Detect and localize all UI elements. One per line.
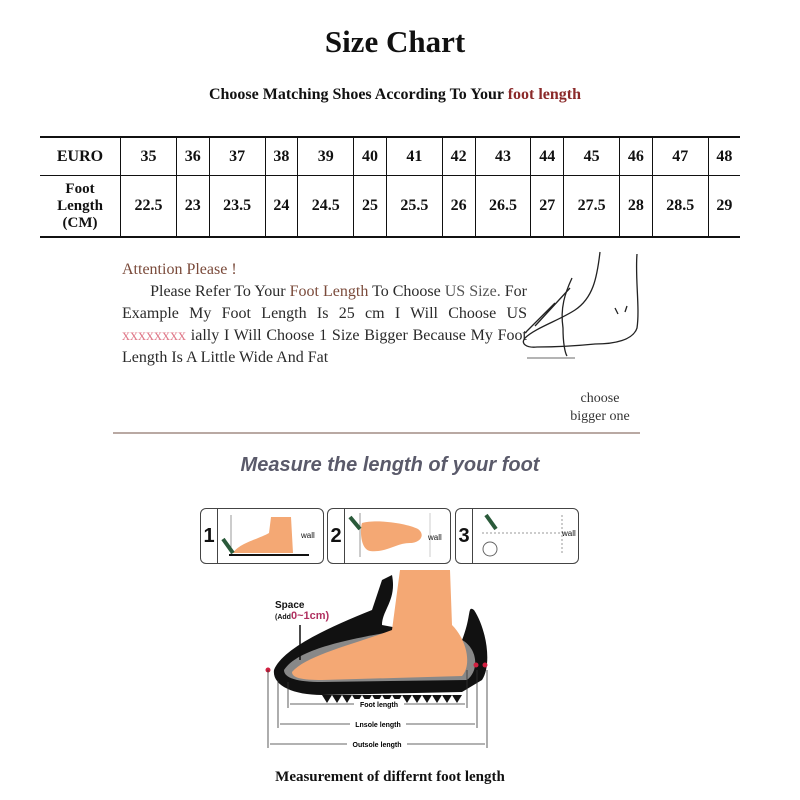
foot-length-cell: 24 [264,175,299,238]
foot-length-cell: 23.5 [208,175,266,238]
foot-side-icon [221,515,309,556]
foot-length-cell: 28.5 [651,175,709,238]
subtitle-text: Choose Matching Shoes According To Your [208,86,504,103]
attention-note: Attention Please ! Please Refer To Your … [122,259,527,369]
foot-length-cell: 25 [353,175,387,238]
euro-size-cell: 46 [619,136,653,176]
choose-bigger-note: choose bigger one [560,390,640,426]
foot-sketch-icon [522,251,639,359]
ruler-measure-icon [482,513,564,557]
foot-length-cell: 24.5 [297,175,355,238]
header-foot: Foot [65,180,95,197]
euro-header: EURO [40,136,121,176]
header-unit: (CM) [62,214,98,231]
attention-text: To Choose [372,283,441,300]
foot-length-cell: 27.5 [563,175,620,238]
euro-size-cell: 44 [530,136,565,176]
euro-size-cell: 35 [120,136,177,176]
attention-redacted: xxxxxxxx [122,327,186,344]
foot-length-cell: 26.5 [474,175,532,238]
foot-length-header: Foot Length (CM) [40,175,121,238]
euro-size-cell: 48 [707,136,740,176]
euro-size-cell: 45 [563,136,620,176]
space-label: Space (Add0~1cm) [275,601,329,623]
euro-size-cell: 42 [441,136,476,176]
insole-length-label: Lnsole length [355,722,401,729]
space-title: Space [275,600,305,611]
space-range: 0~1cm) [290,610,330,622]
wall-label: wall [428,533,442,542]
space-add: (Add [275,614,291,621]
step-number: 2 [328,509,345,563]
step-number: 3 [456,509,473,563]
foot-top-icon [348,513,431,557]
step-number: 1 [201,509,218,563]
foot-length-cell: 25.5 [385,175,443,238]
divider [113,432,640,434]
subtitle-accent: foot length [507,86,582,103]
wall-label: wall [301,531,315,540]
header-length: Length [57,197,103,214]
choose-line: choose [580,391,620,406]
foot-length-label: Foot length [360,702,398,709]
euro-size-cell: 40 [353,136,387,176]
euro-size-cell: 47 [651,136,709,176]
shoe-foot-diagram: Foot length Lnsole length Outsole length [265,570,488,749]
step-1-panel: 1 wall [200,508,324,564]
attention-text: Please Refer To Your [150,283,286,300]
attention-text: For Example My Foot Length Is 25 cm I Wi… [122,283,528,322]
euro-size-cell: 43 [474,136,532,176]
outsole-length-label: Outsole length [353,742,402,749]
wall-label: wall [562,529,576,538]
foot-length-cell: 26 [441,175,476,238]
euro-size-cell: 36 [175,136,210,176]
subtitle: Choose Matching Shoes According To Your … [0,86,790,104]
page-title: Size Chart [324,24,466,59]
attention-text: ially I Will Choose 1 Size Bigger Becaus… [122,327,527,366]
attention-highlight: US Size. [444,283,501,300]
foot-length-cell: 28 [619,175,653,238]
euro-row: EURO 35 36 37 38 39 40 41 42 43 44 45 46 47 48 [40,136,740,176]
foot-length-cell: 23 [175,175,210,238]
attention-heading: Attention Please ! [122,261,237,278]
euro-size-cell: 39 [297,136,355,176]
step-3-panel: 3 wall [455,508,579,564]
foot-length-cell: 29 [707,175,740,238]
foot-length-cell: 27 [530,175,565,238]
foot-length-cell: 22.5 [120,175,177,238]
measure-heading: Measure the length of your foot [240,454,540,476]
caption: Measurement of differnt foot length [275,769,505,785]
size-table: EURO 35 36 37 38 39 40 41 42 43 44 45 46 47 48 Foot L… [40,136,740,238]
choose-line: bigger one [570,409,630,424]
euro-size-cell: 37 [208,136,266,176]
attention-highlight: Foot Length [289,283,369,300]
euro-size-cell: 41 [385,136,443,176]
foot-length-row: Foot Length (CM) 22.5 23 23.5 24 24.5 25 25.5 2… [40,175,740,238]
euro-size-cell: 38 [264,136,299,176]
step-2-panel: 2 wall [327,508,451,564]
